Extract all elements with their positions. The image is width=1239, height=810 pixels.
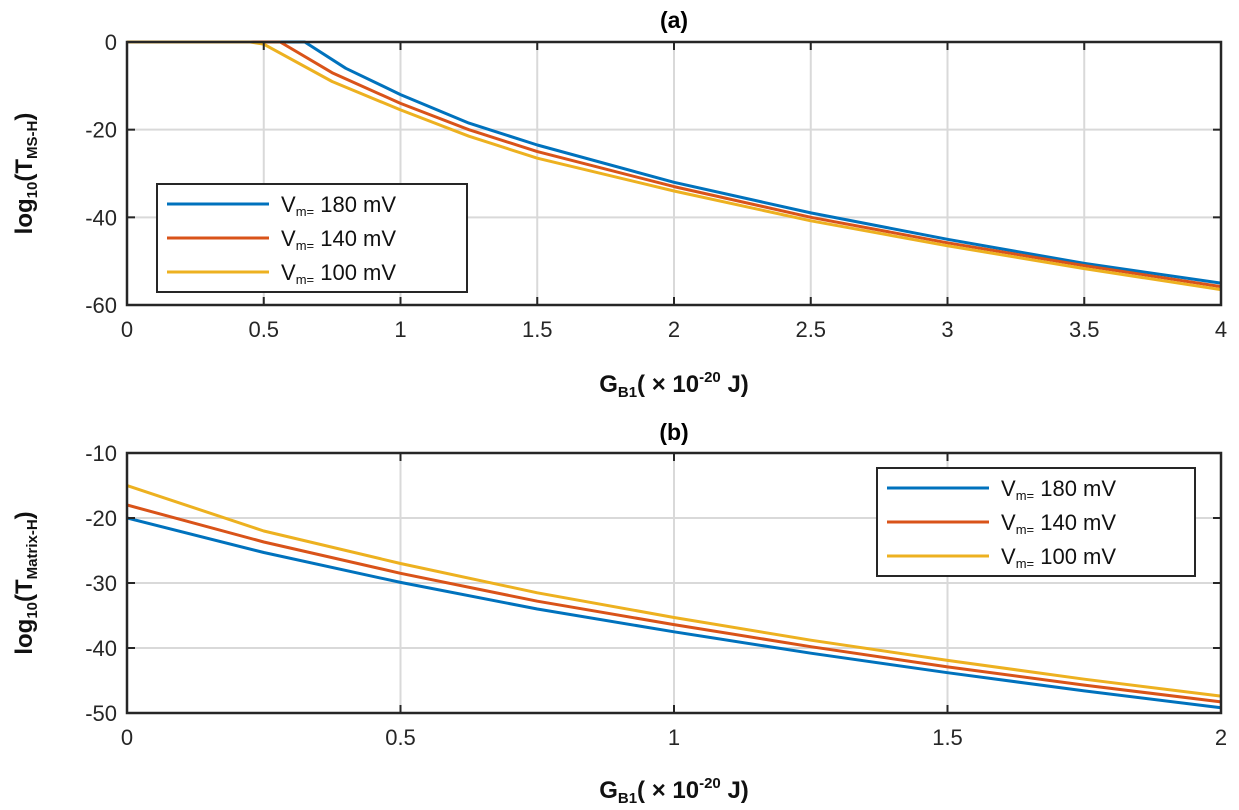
panel-b: 0 0.5 1 1.5 2 -50 -40 -30 -20 -10 (b) GB1( × 10-20 … bbox=[11, 419, 1227, 807]
x-tick-label: 1.5 bbox=[522, 317, 553, 342]
x-tick-label: 1.5 bbox=[932, 725, 963, 750]
y-tick-label: 0 bbox=[105, 30, 117, 55]
x-tick-label: 1 bbox=[668, 725, 680, 750]
y-tick-label: -50 bbox=[85, 701, 117, 726]
y-tick-label: -40 bbox=[85, 636, 117, 661]
x-tick-label: 2.5 bbox=[795, 317, 826, 342]
legend-entry: Vm= 100 mV bbox=[281, 260, 396, 287]
x-tick-label: 1 bbox=[394, 317, 406, 342]
panel-a: 0 0.5 1 1.5 2 2.5 3 3.5 4 -60 -40 -20 0 (a) GB1( × 10-… bbox=[11, 7, 1227, 401]
legend-entry: Vm= 180 mV bbox=[1001, 476, 1116, 503]
legend: Vm= 180 mV Vm= 140 mV Vm= 100 mV bbox=[156, 183, 468, 293]
chart-title: (a) bbox=[660, 7, 688, 33]
series-line-3 bbox=[126, 484, 1222, 698]
x-axis-label: GB1( × 10-20 J) bbox=[599, 369, 749, 401]
x-tick-label: 3.5 bbox=[1069, 317, 1100, 342]
x-tick-label: 3 bbox=[941, 317, 953, 342]
x-axis-label: GB1( × 10-20 J) bbox=[599, 775, 749, 807]
series-line-2 bbox=[126, 503, 1222, 704]
x-tick-label: 0 bbox=[121, 317, 133, 342]
y-tick-label: -10 bbox=[85, 441, 117, 466]
x-tick-label: 2 bbox=[1215, 725, 1227, 750]
y-tick-label: -30 bbox=[85, 571, 117, 596]
chart-title: (b) bbox=[659, 419, 688, 445]
x-tick-label: 0 bbox=[121, 725, 133, 750]
series-line-1 bbox=[126, 516, 1222, 710]
y-tick-label: -20 bbox=[85, 506, 117, 531]
legend-entry: Vm= 180 mV bbox=[281, 192, 396, 219]
x-tick-label: 0.5 bbox=[248, 317, 279, 342]
x-tick-label: 0.5 bbox=[385, 725, 416, 750]
y-tick-label: -60 bbox=[85, 293, 117, 318]
y-tick-label: -40 bbox=[85, 205, 117, 230]
legend-entry: Vm= 140 mV bbox=[281, 226, 396, 253]
y-axis-label: log10(TMatrix-H) bbox=[11, 511, 41, 654]
series-line-3 bbox=[127, 40, 1222, 292]
legend: Vm= 180 mV Vm= 140 mV Vm= 100 mV bbox=[876, 467, 1196, 577]
x-tick-label: 4 bbox=[1215, 317, 1227, 342]
legend-entry: Vm= 140 mV bbox=[1001, 510, 1116, 537]
legend-entry: Vm= 100 mV bbox=[1001, 544, 1116, 571]
x-tick-label: 2 bbox=[668, 317, 680, 342]
y-tick-label: -20 bbox=[85, 118, 117, 143]
y-axis-label: log10(TMS-H) bbox=[11, 113, 41, 235]
